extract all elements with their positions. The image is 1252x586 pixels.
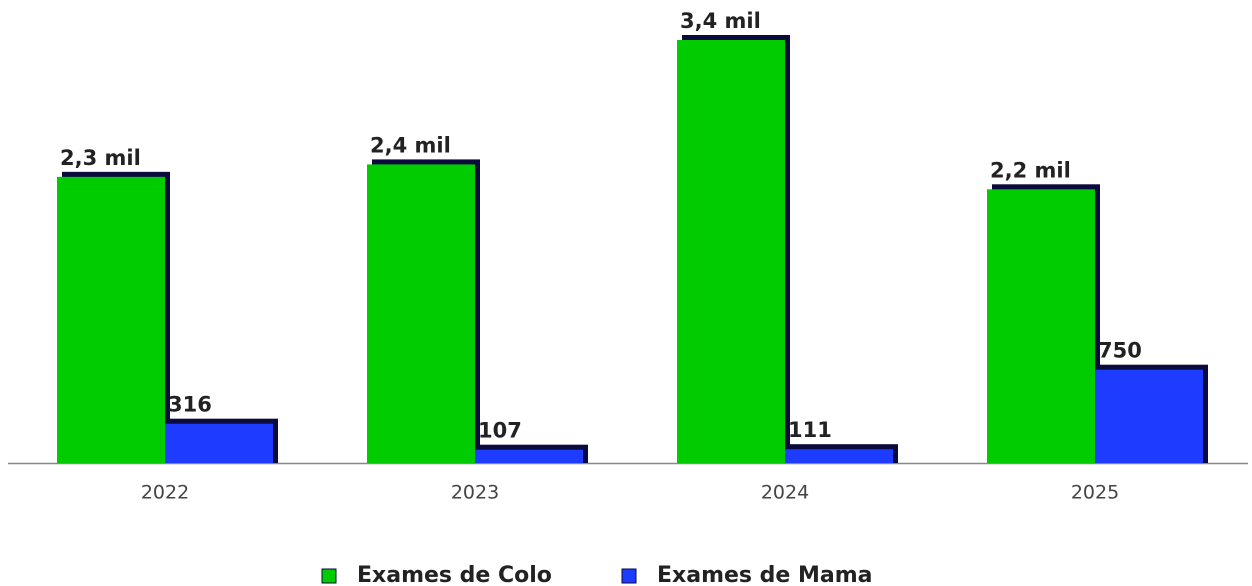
bar <box>1095 369 1203 463</box>
legend-label: Exames de Mama <box>657 563 873 586</box>
bar <box>785 449 893 463</box>
legend-swatch <box>321 568 337 584</box>
value-label: 107 <box>478 419 522 443</box>
legend-swatch <box>621 568 637 584</box>
value-label: 111 <box>788 418 832 442</box>
legend-label: Exames de Colo <box>357 563 552 586</box>
bar <box>57 176 165 463</box>
value-label: 2,3 mil <box>60 146 141 170</box>
value-label: 316 <box>168 393 212 417</box>
value-label: 2,4 mil <box>370 133 451 157</box>
bar <box>367 164 475 464</box>
x-tick-label: 2024 <box>761 482 809 504</box>
value-label: 3,4 mil <box>680 9 761 33</box>
bar <box>987 189 1095 463</box>
bar <box>677 40 785 463</box>
x-tick-label: 2022 <box>141 482 189 504</box>
x-tick-label: 2023 <box>451 482 499 504</box>
bar <box>475 449 583 463</box>
x-tick-label: 2025 <box>1071 482 1119 504</box>
bar <box>165 423 273 463</box>
value-label: 750 <box>1098 339 1142 363</box>
value-label: 2,2 mil <box>990 158 1071 182</box>
